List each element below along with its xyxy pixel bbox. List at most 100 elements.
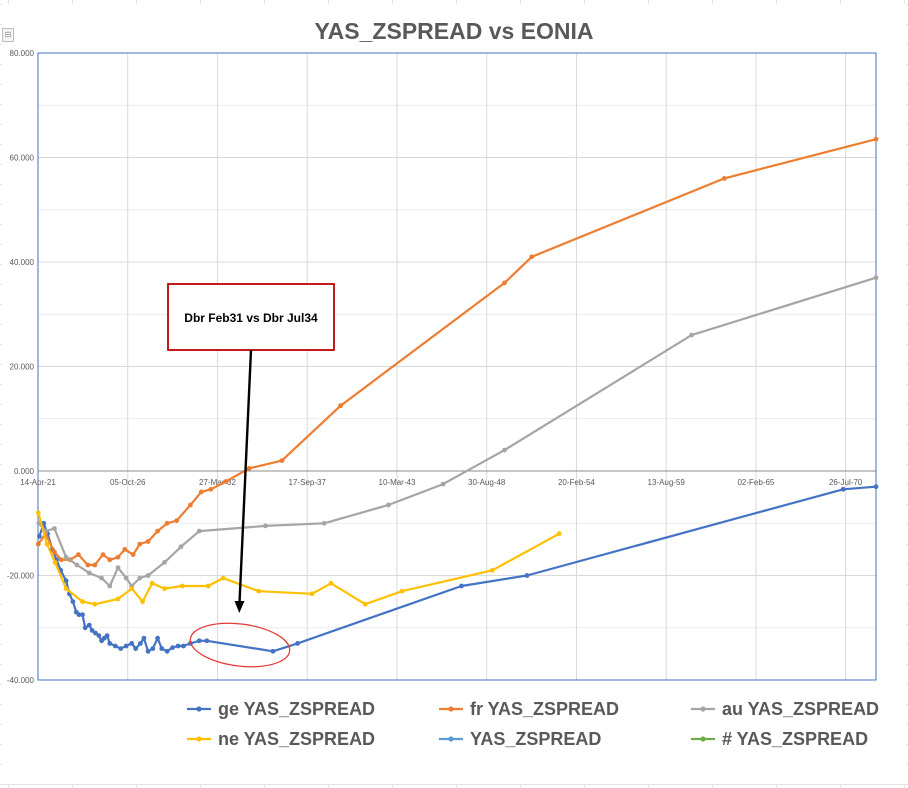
data-point <box>86 622 92 628</box>
data-point <box>107 583 113 589</box>
data-point <box>205 583 211 589</box>
data-point <box>123 575 129 581</box>
data-point <box>170 645 176 650</box>
chart-title: YAS_ZSPREAD vs EONIA <box>314 18 594 44</box>
data-point <box>80 612 85 618</box>
data-point <box>181 643 186 649</box>
x-tick-label: 26-Jul-70 <box>829 478 863 487</box>
data-point <box>52 549 57 555</box>
data-point <box>155 635 161 641</box>
data-point <box>115 565 121 571</box>
data-point <box>162 586 167 591</box>
legend-swatch <box>691 736 715 742</box>
series-line <box>37 276 877 588</box>
x-tick-labels: 14-Apr-21 05-Oct-26 27-Mar-32 17-Sep-37 10-M… <box>20 478 863 487</box>
data-point <box>208 486 214 492</box>
legend-label: fr YAS_ZSPREAD <box>470 698 620 719</box>
legend-item: # YAS_ZSPREAD <box>690 728 868 750</box>
data-point <box>92 562 98 568</box>
x-tick-label: 30-Aug-48 <box>468 478 506 487</box>
data-point <box>80 599 85 604</box>
chart-resize-handle-icon[interactable]: ⊟ <box>2 28 14 42</box>
data-point <box>295 641 300 646</box>
data-point <box>100 552 106 557</box>
data-point <box>502 280 507 286</box>
data-point <box>140 599 146 604</box>
data-point <box>223 479 229 484</box>
data-point <box>92 601 98 607</box>
legend-label: ne YAS_ZSPREAD <box>218 728 376 749</box>
data-point <box>118 646 124 651</box>
y-tick-label: 40.000 <box>10 258 35 267</box>
y-tick-label: 0.000 <box>14 467 35 476</box>
data-point <box>196 638 202 644</box>
data-point <box>85 562 91 568</box>
data-point <box>386 502 391 508</box>
data-point <box>145 539 151 544</box>
data-point <box>44 541 50 547</box>
data-point <box>279 458 285 463</box>
y-tick-label: -20.000 <box>7 572 35 581</box>
y-tick-label: 60.000 <box>10 154 35 163</box>
data-point <box>198 489 204 495</box>
data-point <box>873 136 879 142</box>
x-tick-label: 02-Feb-65 <box>737 478 774 487</box>
legend-label: ge YAS_ZSPREAD <box>218 698 376 719</box>
data-point <box>162 560 167 565</box>
data-point <box>489 567 495 573</box>
data-point <box>58 557 64 563</box>
annotation-arrow <box>238 349 253 604</box>
data-point <box>149 580 155 586</box>
data-point <box>115 596 121 602</box>
annotation-circle <box>189 622 291 668</box>
legend-swatch <box>187 706 211 712</box>
annotation-arrowhead <box>234 601 245 613</box>
legend-swatch <box>439 736 463 742</box>
data-point <box>270 648 276 654</box>
data-point <box>174 518 180 523</box>
data-point <box>93 630 98 636</box>
plot-border <box>37 52 877 681</box>
y-tick-label: -40.000 <box>7 676 35 685</box>
data-point <box>129 586 135 591</box>
data-point <box>141 635 147 641</box>
x-tick-label: 10-Mar-43 <box>379 478 416 487</box>
data-point <box>137 541 143 547</box>
y-tick-labels: 80.000 60.000 40.000 20.000 0.000 -20.000 -40.… <box>7 49 35 685</box>
x-tick-label: 17-Sep-37 <box>289 478 327 487</box>
data-point <box>37 533 42 539</box>
data-point <box>76 612 82 618</box>
annotation-layer: Dbr Feb31 vs Dbr Jul34 <box>167 283 335 668</box>
data-point <box>362 601 368 607</box>
data-point <box>873 484 879 490</box>
data-point <box>556 531 562 537</box>
data-point <box>96 633 102 638</box>
gridlines <box>37 52 876 681</box>
data-point <box>63 554 69 560</box>
series-line <box>38 485 877 653</box>
data-point <box>63 586 69 591</box>
series-3 <box>35 510 562 607</box>
data-point <box>873 275 879 281</box>
data-point <box>246 466 252 471</box>
x-tick-label: 05-Oct-26 <box>110 478 146 487</box>
legend-item: ge YAS_ZSPREAD <box>186 698 375 720</box>
data-point <box>721 176 727 181</box>
data-point <box>459 583 464 589</box>
data-point <box>689 332 694 338</box>
data-point <box>328 580 334 586</box>
data-point <box>440 481 446 487</box>
data-point <box>104 633 110 638</box>
legend-item: YAS_ZSPREAD <box>438 728 601 750</box>
data-point <box>35 510 41 516</box>
data-point <box>52 526 57 531</box>
y-tick-label: 20.000 <box>10 363 35 372</box>
y-tick-label: 80.000 <box>10 49 35 58</box>
data-point <box>133 646 139 651</box>
chart-area[interactable]: ⊟ YAS_ZSPREAD vs EONIA <box>2 4 906 784</box>
legend-swatch <box>187 736 211 742</box>
legend-swatch <box>439 706 463 712</box>
data-point <box>338 403 343 409</box>
series-line <box>37 138 877 567</box>
